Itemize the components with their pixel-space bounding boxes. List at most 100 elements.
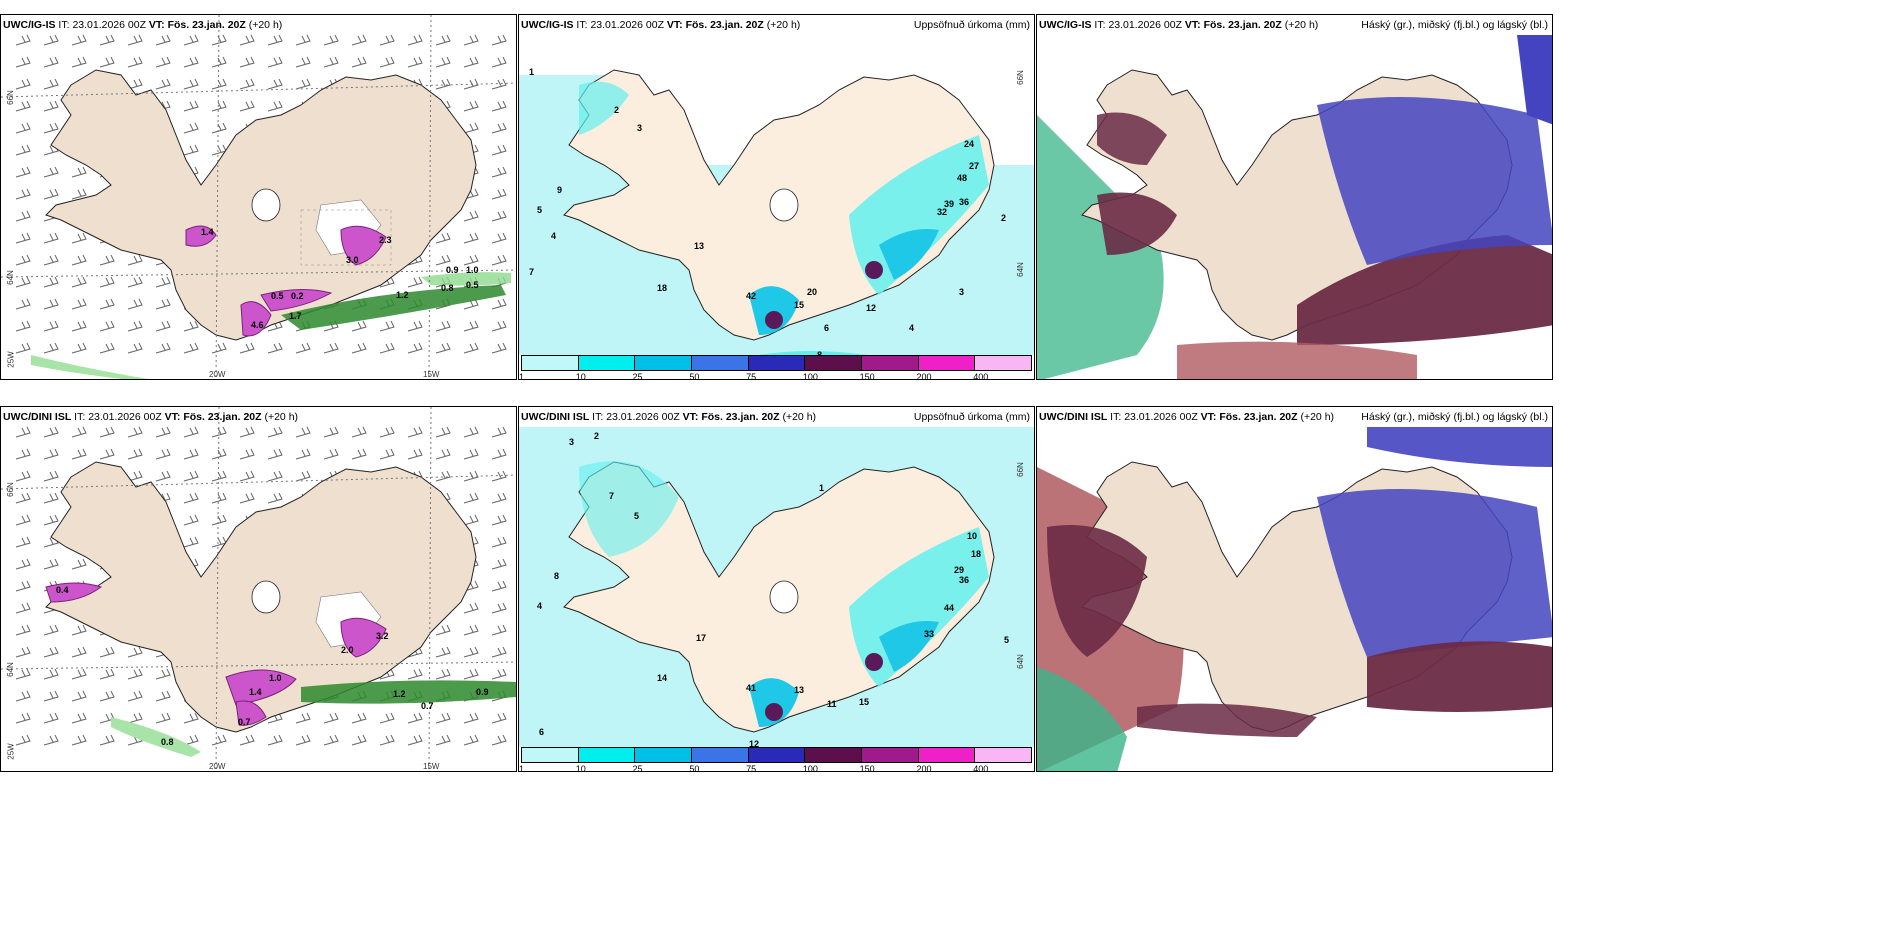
glacier-white	[769, 580, 799, 614]
panel-title: UWC/DINI ISL IT: 23.01.2026 00Z VT: Fös.…	[521, 411, 816, 423]
wind-barb	[463, 646, 479, 658]
meridian-20w	[215, 15, 220, 379]
wind-barb	[155, 448, 171, 460]
wind-barb	[351, 34, 367, 46]
vt-label: VT:	[164, 411, 181, 423]
snow-area-southeast	[260, 288, 333, 312]
colorbar-tick: 1	[519, 372, 525, 380]
wind-barb	[183, 320, 199, 332]
wind-barb	[183, 56, 199, 68]
value-label: 5	[537, 205, 543, 215]
wind-barb	[239, 56, 255, 68]
colorbar-tick: 10	[575, 764, 586, 772]
wind-barb	[239, 78, 255, 90]
value-label: 3	[959, 287, 965, 297]
wind-barb	[99, 276, 115, 288]
wind-barb	[183, 514, 199, 526]
wind-barb	[155, 320, 171, 332]
panel-top-right-clouds: UWC/IG-IS IT: 23.01.2026 00Z VT: Fös. 23…	[1036, 14, 1553, 380]
colorbar-segment	[635, 748, 693, 762]
wind-barb	[71, 558, 87, 570]
panel-title: UWC/DINI ISL IT: 23.01.2026 00Z VT: Fös.…	[3, 411, 298, 423]
value-label: 7	[609, 491, 615, 501]
wind-barb	[43, 492, 59, 504]
wind-barb	[127, 34, 143, 46]
wind-barb	[491, 188, 507, 200]
wind-barb	[379, 342, 395, 354]
vt-label: VT:	[148, 19, 165, 31]
wind-barb	[211, 470, 227, 482]
vt-value: Fös. 23.jan. 20Z	[685, 19, 764, 31]
wind-barb	[211, 342, 227, 354]
it-label: IT:	[1094, 19, 1106, 31]
wind-barb	[407, 668, 423, 680]
value-label: 6	[539, 727, 545, 737]
wind-barb	[295, 34, 311, 46]
wind-barb	[491, 166, 507, 178]
wind-barb	[71, 56, 87, 68]
wind-barb	[435, 426, 451, 438]
high-cloud-southeast	[1367, 641, 1552, 712]
wind-barb	[15, 232, 31, 244]
value-label: 12	[866, 303, 877, 313]
value-label: 3	[637, 123, 643, 133]
wind-barb	[43, 448, 59, 460]
wind-barb	[183, 470, 199, 482]
mid-cloud-east	[1317, 97, 1552, 265]
wind-barb	[15, 646, 31, 658]
wind-barb	[183, 426, 199, 438]
wind-barb	[491, 448, 507, 460]
wind-barb	[463, 232, 479, 244]
model-name: UWC/DINI ISL	[1039, 411, 1108, 423]
value-label: 48	[957, 173, 968, 183]
wind-barb	[463, 712, 479, 724]
wind-barb	[435, 470, 451, 482]
colorbar-segment	[522, 748, 579, 762]
parallel-64n	[1, 269, 516, 278]
vt-label: VT:	[1184, 19, 1201, 31]
wind-barb	[239, 448, 255, 460]
value-label: 11	[827, 699, 837, 709]
wind-barb	[491, 470, 507, 482]
rain-band	[281, 285, 506, 330]
value-label: 0.4	[56, 585, 69, 595]
wind-barb	[323, 56, 339, 68]
wind-barb	[351, 56, 367, 68]
wind-barb	[435, 232, 451, 244]
wind-barb	[463, 210, 479, 222]
lon-label-20w: 20W	[209, 370, 226, 379]
wind-barb	[71, 188, 87, 200]
wind-barb	[295, 78, 311, 90]
precip-max-east	[865, 653, 883, 671]
value-label: 0.8	[441, 283, 454, 293]
value-label: 13	[694, 241, 705, 251]
value-label: 15	[794, 300, 805, 310]
value-label: 44	[944, 603, 955, 613]
wind-barb	[15, 298, 31, 310]
wind-barb	[407, 276, 423, 288]
wind-barb	[407, 426, 423, 438]
wind-barb	[43, 232, 59, 244]
wind-barb	[239, 734, 255, 746]
value-label: 8	[554, 571, 560, 581]
wind-barb	[435, 668, 451, 680]
value-label: 2	[1001, 213, 1007, 223]
wind-barb	[99, 668, 115, 680]
vt-value: Fös. 23.jan. 20Z	[1219, 411, 1298, 423]
lon-label-15w: 15W	[423, 762, 440, 771]
wind-barb	[267, 470, 283, 482]
value-label: 0.8	[161, 737, 174, 747]
wind-barb	[127, 470, 143, 482]
wind-barb	[15, 602, 31, 614]
colorbar-segment	[918, 748, 976, 762]
field-title: Háský (gr.), miðský (fj.bl.) og lágský (…	[1361, 411, 1548, 423]
value-label: 4	[909, 323, 915, 333]
vt-value: Fös. 23.jan. 20Z	[1203, 19, 1282, 31]
precip-east-mid	[879, 621, 939, 672]
precip-max-south	[765, 311, 783, 329]
panel-title: UWC/IG-IS IT: 23.01.2026 00Z VT: Fös. 23…	[3, 19, 282, 31]
colorbar-tick: 400	[973, 372, 989, 380]
precip-south	[749, 286, 799, 335]
lon-label-15w: 15W	[423, 370, 440, 379]
vt-label: VT:	[1200, 411, 1217, 423]
